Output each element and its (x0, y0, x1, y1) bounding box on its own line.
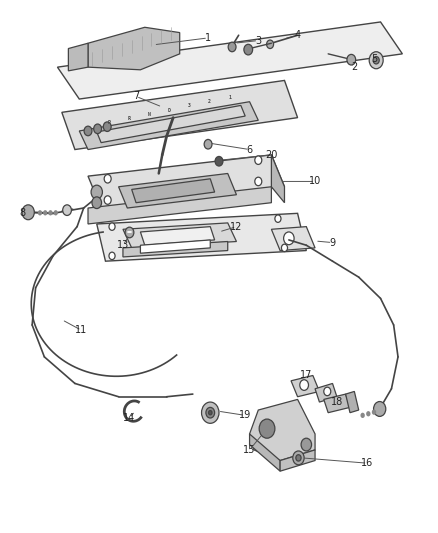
Polygon shape (62, 80, 297, 150)
Text: 12: 12 (230, 222, 243, 232)
Polygon shape (250, 399, 315, 461)
Polygon shape (272, 227, 315, 251)
Circle shape (324, 387, 331, 395)
Text: 8: 8 (19, 208, 25, 219)
Text: 4: 4 (294, 30, 300, 41)
Circle shape (369, 52, 383, 69)
Text: 11: 11 (75, 325, 88, 335)
Circle shape (372, 409, 376, 415)
Circle shape (347, 54, 356, 65)
Text: 19: 19 (239, 410, 251, 421)
Polygon shape (88, 27, 180, 70)
Circle shape (366, 411, 371, 416)
Polygon shape (57, 22, 403, 99)
Text: 10: 10 (309, 176, 321, 187)
Circle shape (373, 56, 379, 64)
Polygon shape (141, 227, 215, 245)
Circle shape (104, 174, 111, 183)
Circle shape (43, 210, 47, 215)
Polygon shape (272, 155, 285, 203)
Circle shape (228, 42, 236, 52)
Polygon shape (280, 450, 315, 471)
Text: 14: 14 (124, 413, 136, 423)
Text: P: P (108, 120, 110, 125)
Circle shape (53, 210, 58, 215)
Text: 16: 16 (361, 458, 374, 468)
Circle shape (293, 451, 304, 465)
Text: 3: 3 (255, 36, 261, 45)
Circle shape (244, 44, 253, 55)
Text: 1: 1 (228, 95, 231, 100)
Polygon shape (88, 155, 285, 208)
Circle shape (374, 401, 386, 416)
Polygon shape (97, 106, 245, 143)
Polygon shape (141, 240, 210, 253)
Circle shape (104, 196, 111, 204)
Text: 5: 5 (371, 54, 377, 64)
Circle shape (91, 185, 102, 199)
Circle shape (259, 419, 275, 438)
Circle shape (204, 140, 212, 149)
Circle shape (267, 40, 274, 49)
Polygon shape (123, 241, 228, 257)
Circle shape (109, 252, 115, 260)
Circle shape (94, 124, 102, 134)
Circle shape (255, 156, 262, 165)
Text: 7: 7 (133, 91, 139, 101)
Polygon shape (346, 391, 359, 413)
Circle shape (215, 157, 223, 166)
Polygon shape (79, 102, 258, 150)
Polygon shape (132, 179, 215, 203)
Circle shape (103, 122, 111, 132)
Text: 15: 15 (244, 445, 256, 455)
Polygon shape (68, 43, 88, 71)
Text: N: N (148, 112, 151, 117)
Polygon shape (324, 394, 350, 413)
Polygon shape (250, 434, 280, 471)
Text: 2: 2 (351, 62, 357, 72)
Polygon shape (315, 383, 337, 402)
Circle shape (125, 227, 134, 238)
Circle shape (300, 379, 308, 390)
Circle shape (84, 126, 92, 136)
Polygon shape (119, 173, 237, 208)
Polygon shape (291, 375, 319, 397)
Circle shape (63, 205, 71, 215)
Circle shape (360, 413, 365, 418)
Text: 2: 2 (208, 99, 211, 104)
Circle shape (275, 215, 281, 222)
Text: 20: 20 (265, 150, 278, 160)
Circle shape (48, 210, 53, 215)
Text: 6: 6 (247, 144, 253, 155)
Circle shape (296, 455, 301, 461)
Text: 18: 18 (331, 397, 343, 407)
Text: 3: 3 (188, 103, 191, 108)
Circle shape (109, 223, 115, 230)
Circle shape (284, 232, 294, 245)
Circle shape (201, 402, 219, 423)
Circle shape (206, 407, 215, 418)
Text: 17: 17 (300, 370, 312, 381)
Circle shape (255, 177, 262, 185)
Text: R: R (127, 116, 131, 121)
Circle shape (282, 244, 288, 252)
Circle shape (22, 205, 34, 220)
Text: 1: 1 (205, 33, 211, 43)
Text: D: D (168, 108, 171, 112)
Circle shape (92, 197, 102, 208)
Text: 9: 9 (329, 238, 336, 247)
Polygon shape (88, 187, 272, 224)
Text: 13: 13 (117, 240, 129, 250)
Circle shape (38, 210, 42, 215)
Polygon shape (123, 223, 237, 248)
Circle shape (208, 410, 212, 415)
Polygon shape (97, 213, 306, 261)
Circle shape (301, 438, 311, 451)
